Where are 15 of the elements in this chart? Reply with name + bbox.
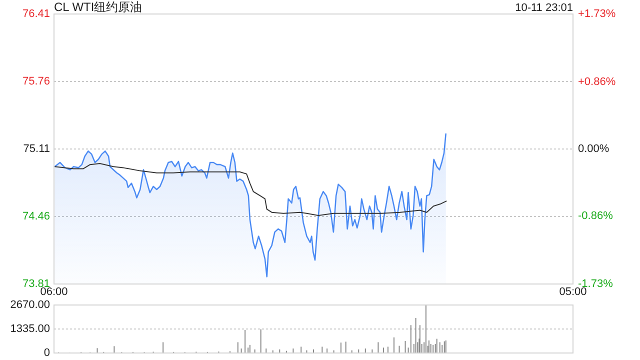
y-tick-label: 2670.00 (10, 298, 50, 311)
y2-tick-label: -0.86% (578, 210, 614, 222)
y2-tick-label: 0.00% (578, 142, 610, 155)
y-tick-label: 75.11 (23, 142, 50, 155)
y-tick-label: 75.76 (22, 75, 50, 88)
y-tick-label: 76.41 (22, 8, 50, 20)
chart-title: CL WTI纽约原油 (54, 0, 142, 14)
y-tick-label: 0 (44, 346, 50, 359)
x-tick-label: 06:00 (40, 286, 68, 298)
y2-tick-label: +1.73% (578, 8, 616, 20)
y-tick-label: 1335.00 (10, 322, 50, 335)
y2-tick-label: +0.86% (578, 76, 616, 88)
text: 10-11 23:01 (515, 2, 573, 14)
x-tick-label: 05:00 (559, 286, 587, 298)
y-tick-label: 74.46 (22, 210, 50, 222)
